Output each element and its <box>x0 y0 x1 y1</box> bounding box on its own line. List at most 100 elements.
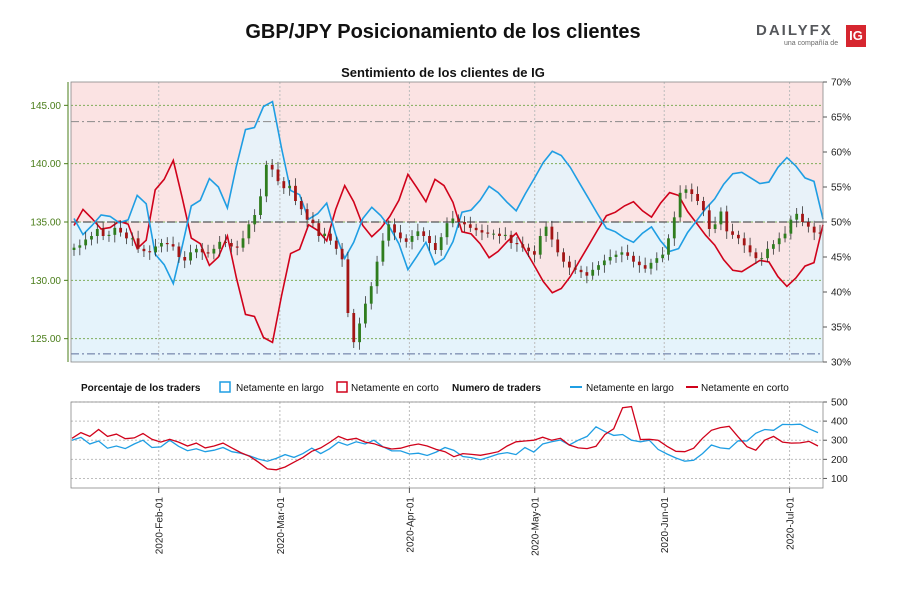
candle-body <box>189 252 192 261</box>
candle-body <box>626 252 630 256</box>
net-short-pct-line <box>73 158 824 344</box>
legend-pct-long-swatch <box>219 381 231 393</box>
candle <box>84 231 88 250</box>
candle-body <box>387 224 391 241</box>
candle-body <box>451 218 455 224</box>
chart-subtitle: Sentimiento de los clientes de IG <box>341 65 545 80</box>
candle <box>200 243 204 260</box>
x-tick-label-2: 2020-Apr-01 <box>405 497 416 553</box>
candle-body <box>591 269 595 276</box>
logo-tagline: una compañía de <box>784 40 839 47</box>
candle <box>323 227 327 244</box>
candle <box>486 224 490 238</box>
candle <box>696 186 700 206</box>
candle <box>760 252 764 266</box>
candle-body <box>795 213 799 220</box>
candle <box>305 203 309 228</box>
candle <box>498 227 501 244</box>
candle-body <box>329 233 332 241</box>
candle-body <box>369 286 373 304</box>
candle <box>369 282 373 310</box>
candle-body <box>235 246 239 248</box>
candle-body <box>229 243 233 247</box>
candle <box>585 266 589 284</box>
candle-body <box>148 251 152 253</box>
candle <box>777 232 781 252</box>
candle <box>468 216 472 232</box>
candle-body <box>661 254 665 259</box>
candle-body <box>282 181 286 189</box>
candle-body <box>439 237 443 250</box>
candle-body <box>725 211 729 232</box>
candle-body <box>480 230 484 233</box>
candle <box>684 185 688 199</box>
candle-body <box>521 244 525 248</box>
candle-body <box>742 238 746 246</box>
pct-tick-label-3: 55% <box>831 183 851 194</box>
candle-body <box>130 238 134 240</box>
candle-body <box>474 227 478 231</box>
count-tick-label-4: 100 <box>831 474 848 485</box>
candle-body <box>445 223 449 238</box>
candle <box>533 245 536 263</box>
candle <box>632 251 635 268</box>
candle <box>416 223 420 241</box>
candle-body <box>533 251 536 255</box>
net-long-area <box>74 101 823 284</box>
candle-body <box>632 255 635 262</box>
candle <box>573 259 577 274</box>
candle <box>707 204 711 237</box>
candle <box>626 244 630 260</box>
candle <box>801 206 804 227</box>
candle <box>235 240 239 256</box>
candle <box>597 261 600 276</box>
candle-body <box>731 231 734 235</box>
pct-tick-label-6: 40% <box>831 288 851 299</box>
candle-body <box>416 231 420 236</box>
candle-body <box>165 243 169 245</box>
candle-body <box>486 232 490 234</box>
candle <box>381 233 385 266</box>
candle <box>457 214 461 228</box>
candle-body <box>766 248 769 259</box>
candle-body <box>410 236 414 242</box>
candle-body <box>334 240 338 249</box>
candle <box>78 239 82 256</box>
candle-body <box>562 252 565 262</box>
candle-body <box>754 252 758 259</box>
pct-tick-label-0: 70% <box>831 78 851 89</box>
bottom-frame <box>70 401 824 489</box>
candle-body <box>194 248 198 253</box>
net-short-area <box>74 160 823 343</box>
candle-body <box>550 226 554 240</box>
candle-body <box>142 248 146 252</box>
ig-badge-icon: IG <box>846 25 866 47</box>
candle <box>194 244 198 259</box>
candle <box>160 238 163 253</box>
candle-body <box>119 227 123 233</box>
candle <box>329 226 332 245</box>
net-short-count-line <box>71 405 819 471</box>
candle <box>556 231 560 257</box>
candle <box>148 245 152 260</box>
legend-pct-short-swatch <box>336 381 348 393</box>
candle-body <box>783 233 787 239</box>
candle-body <box>567 261 571 268</box>
candle <box>742 232 746 253</box>
candle <box>125 228 128 245</box>
dailyfx-logo: DAILYFX una compañía de IG <box>756 22 868 50</box>
candle-body <box>95 229 99 236</box>
candle <box>783 226 787 243</box>
candle <box>398 224 402 243</box>
candle <box>503 227 507 241</box>
candle <box>550 220 554 248</box>
logo-brand-b: FX <box>809 22 833 39</box>
main-panel: 145.00 140.00 135.00 130.00 125.00 70% 65% 60% 5… <box>30 78 851 369</box>
candle-body <box>305 209 309 220</box>
candle-body <box>707 210 711 229</box>
candle-body <box>760 258 764 260</box>
bottom-panel: 500 400 300 200 100 <box>70 398 848 489</box>
legend: Porcentaje de los traders Netamente en l… <box>81 381 789 394</box>
candle <box>364 296 367 328</box>
candle <box>661 247 665 263</box>
